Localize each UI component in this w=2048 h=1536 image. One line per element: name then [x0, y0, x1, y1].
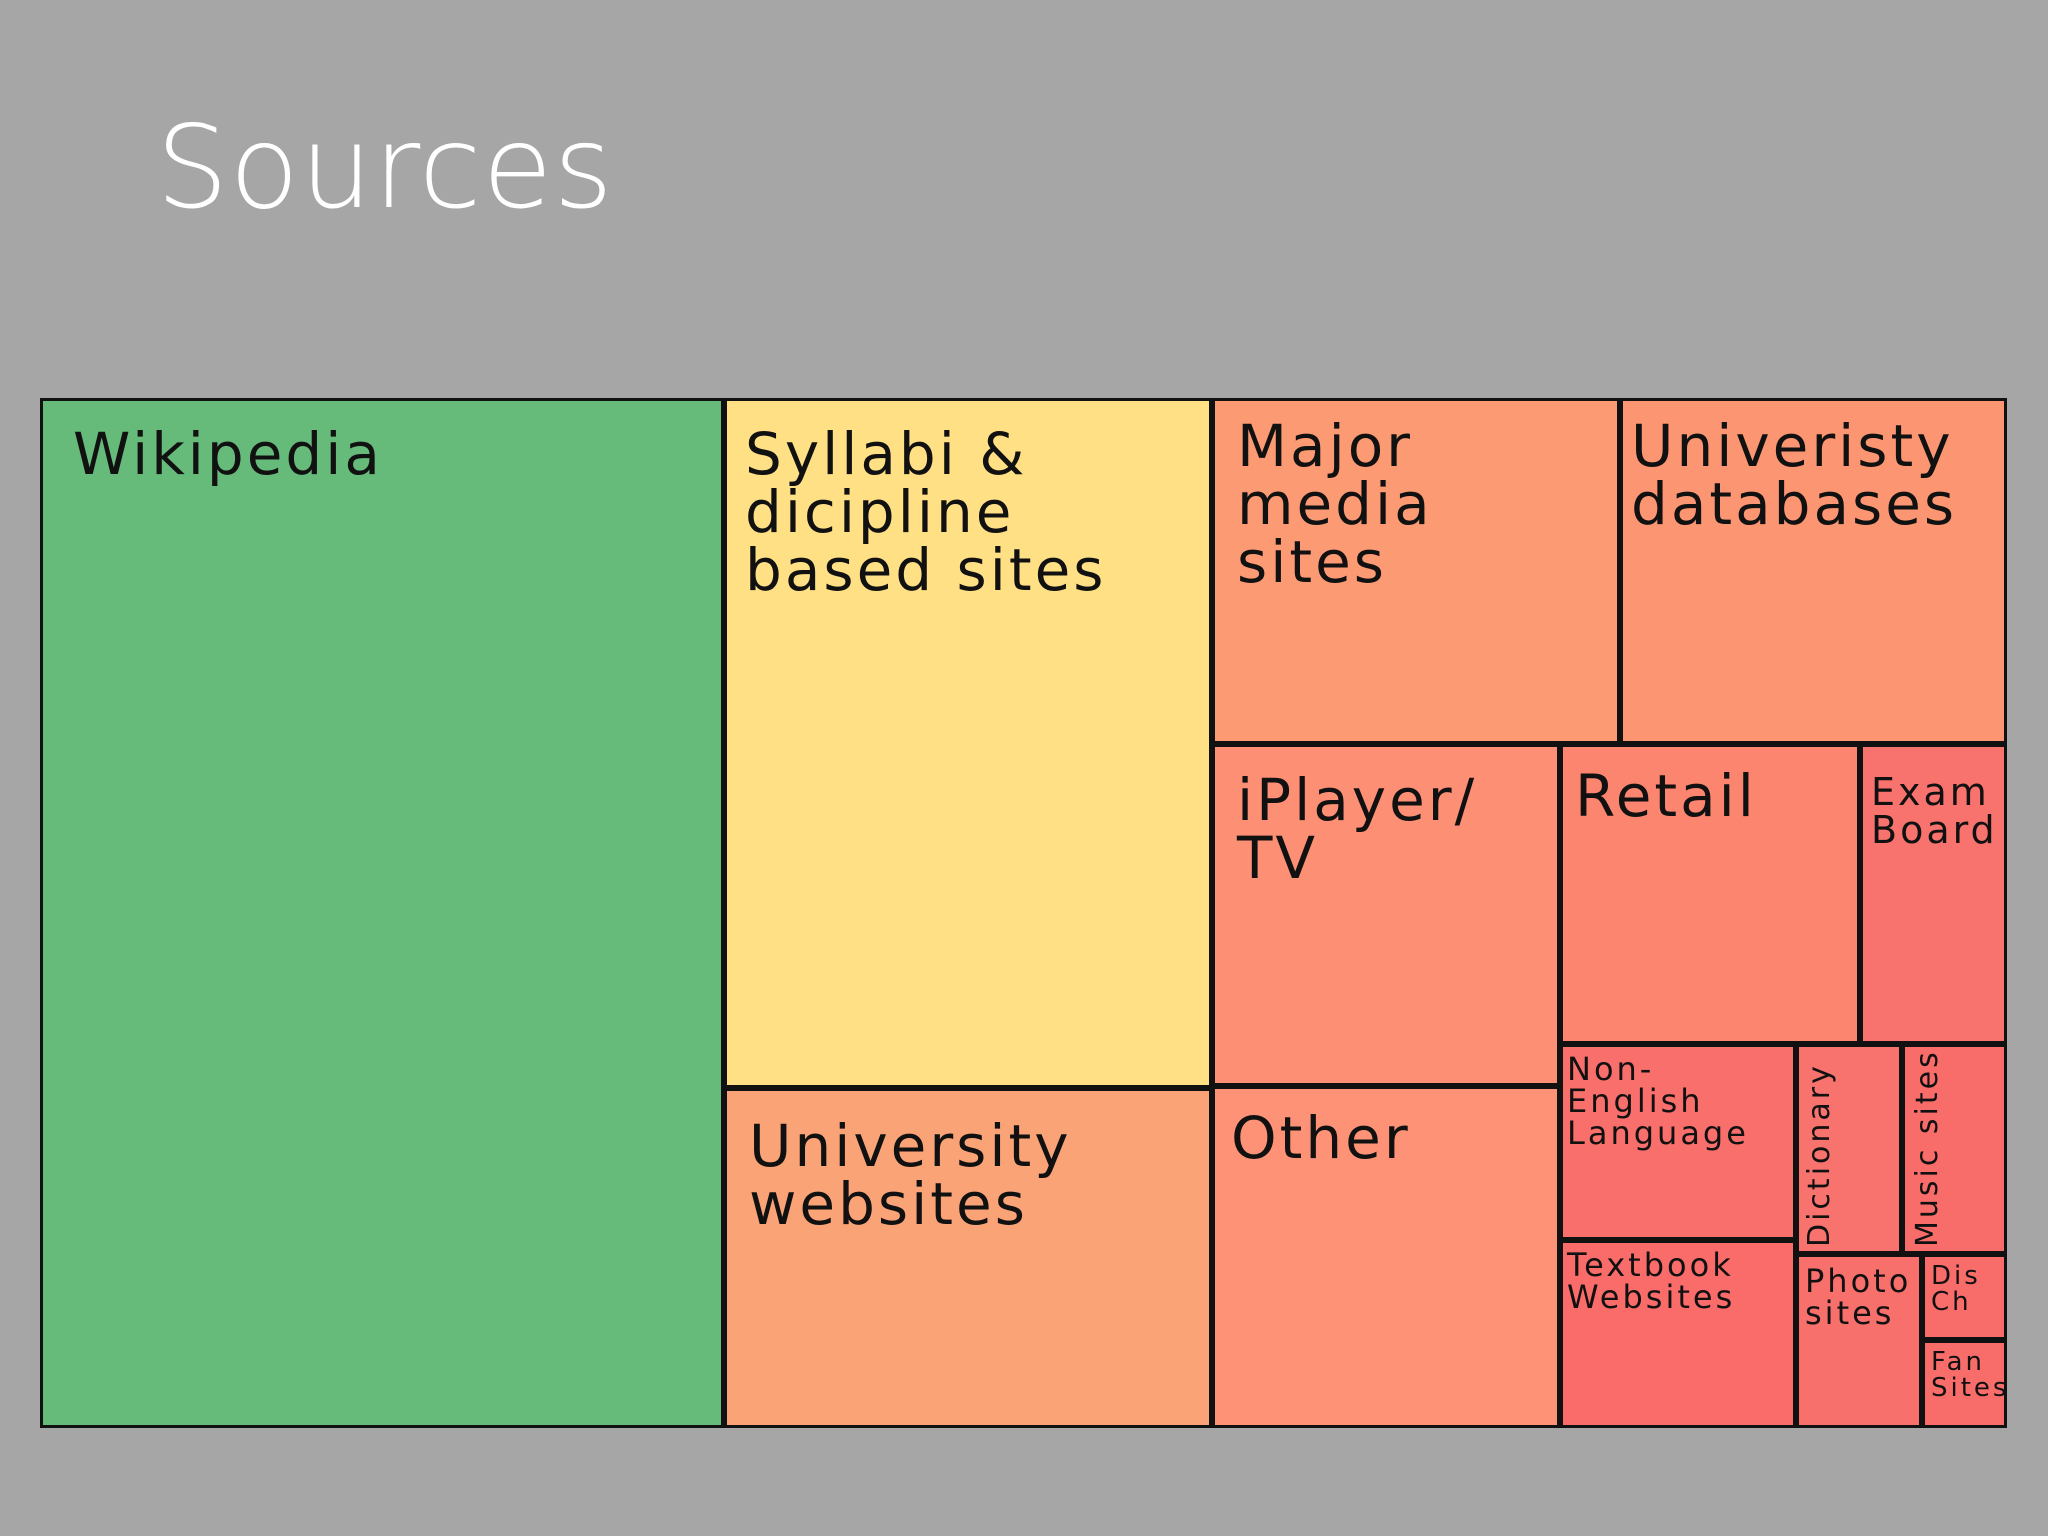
treemap-cell: Syllabi & dicipline based sites: [724, 398, 1212, 1088]
treemap-cell-label: Syllabi & dicipline based sites: [745, 420, 1107, 604]
treemap-cell-label: Major media sites: [1237, 412, 1433, 596]
treemap-cell: iPlayer/ TV: [1212, 744, 1560, 1086]
treemap-cell-label: Other: [1231, 1104, 1411, 1172]
treemap-cell-label: Photo sites: [1805, 1262, 1912, 1332]
treemap-cell-label: Exam Board: [1871, 770, 1998, 852]
treemap-cell: Wikipedia: [40, 398, 724, 1428]
treemap-cell: Textbook Websites: [1560, 1240, 1796, 1428]
treemap-cell-label: Music sites: [1910, 1049, 1945, 1247]
treemap-cell-label: Wikipedia: [73, 420, 383, 488]
treemap-cell-label: Retail: [1575, 762, 1757, 830]
treemap-cell: Dictionary: [1796, 1044, 1902, 1254]
treemap-cell-label: Non- English Language: [1567, 1050, 1749, 1152]
treemap-cell-label: Fan Sites: [1931, 1347, 2007, 1403]
treemap-cell: Other: [1212, 1086, 1560, 1428]
treemap-chart: Wikipedia Syllabi & dicipline based sites…: [40, 398, 2007, 1428]
treemap-cell: Non- English Language: [1560, 1044, 1796, 1240]
treemap-cell-label: Univeristy databases: [1631, 412, 1958, 538]
treemap-cell: Exam Board: [1860, 744, 2007, 1044]
treemap-cell: Photo sites: [1796, 1254, 1922, 1428]
treemap-cell: Fan Sites: [1922, 1340, 2007, 1428]
treemap-cell: Major media sites: [1212, 398, 1620, 744]
treemap-cell: Music sites: [1902, 1044, 2007, 1254]
treemap-cell-label: University websites: [749, 1112, 1072, 1238]
treemap-cell-label: Textbook Websites: [1567, 1246, 1736, 1316]
treemap-cell-label: Dis Ch: [1931, 1261, 1981, 1317]
treemap-cell: Univeristy databases: [1620, 398, 2007, 744]
treemap-cell-label: Dictionary: [1802, 1063, 1837, 1247]
treemap-cell: University websites: [724, 1088, 1212, 1428]
treemap-cell: Retail: [1560, 744, 1860, 1044]
treemap-cell: Dis Ch: [1922, 1254, 2007, 1340]
slide-title: Sources: [156, 101, 614, 234]
treemap-cell-label: iPlayer/ TV: [1237, 766, 1478, 892]
